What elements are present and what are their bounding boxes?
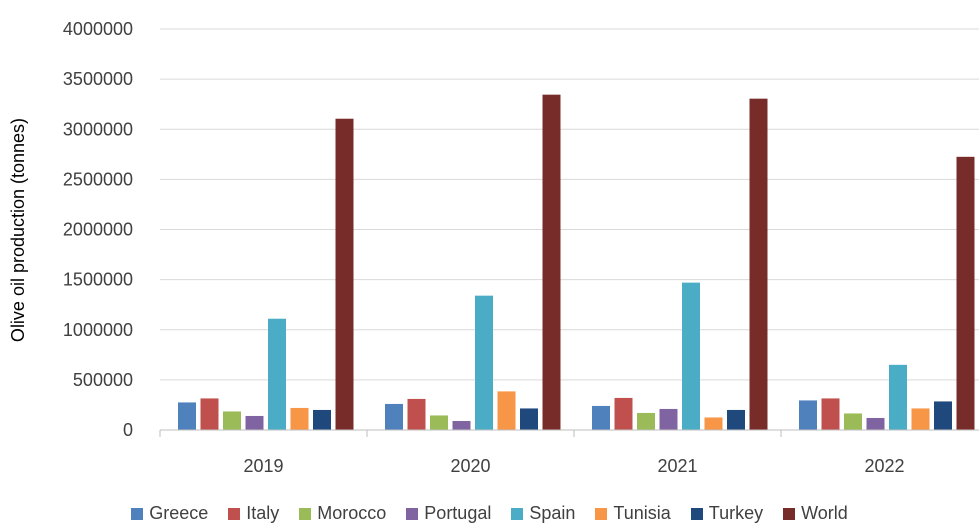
bars — [178, 94, 975, 430]
y-tick-label: 500000 — [73, 370, 133, 390]
legend-item-turkey: Turkey — [690, 503, 764, 524]
legend: Greece Italy Morocco Portugal Spain Tunisia Tu… — [0, 500, 979, 527]
legend-item-greece: Greece — [131, 503, 208, 524]
bar-italy-2021 — [614, 397, 633, 430]
legend-item-morocco: Morocco — [299, 503, 386, 524]
x-tick-label: 2020 — [450, 456, 490, 476]
legend-label: Morocco — [317, 503, 387, 523]
bar-greece-2019 — [178, 402, 196, 430]
legend-swatch — [511, 507, 524, 520]
bar-morocco-2022 — [844, 413, 862, 430]
y-tick-label: 3000000 — [63, 119, 133, 139]
legend-swatch — [406, 507, 419, 520]
bar-tunisia-2019 — [290, 407, 309, 430]
bar-world-2020 — [542, 94, 561, 430]
bar-world-2019 — [335, 118, 354, 430]
y-tick-label: 2500000 — [63, 169, 133, 189]
y-tick-label: 2000000 — [63, 220, 133, 240]
bar-portugal-2021 — [659, 408, 678, 430]
bar-tunisia-2020 — [497, 391, 516, 430]
legend-label: Greece — [149, 503, 209, 523]
bar-portugal-2019 — [245, 415, 264, 430]
legend-label: Spain — [529, 503, 576, 523]
bar-portugal-2020 — [452, 420, 471, 430]
bar-spain-2022 — [889, 364, 907, 430]
bar-italy-2019 — [200, 398, 219, 430]
bar-spain-2019 — [268, 318, 286, 430]
bar-italy-2020 — [407, 398, 426, 430]
legend-swatch — [783, 507, 796, 520]
legend-item-portugal: Portugal — [406, 503, 491, 524]
legend-swatch — [595, 507, 608, 520]
bar-chart: 0 500000 1000000 1500000 2000000 2500000 30000… — [8, 19, 979, 476]
bar-tunisia-2021 — [704, 417, 723, 430]
legend-item-italy: Italy — [228, 503, 279, 524]
legend-swatch — [690, 507, 703, 520]
bar-portugal-2022 — [866, 417, 885, 430]
legend-swatch — [228, 507, 241, 520]
legend-label: Turkey — [708, 503, 764, 523]
legend-label: Portugal — [424, 503, 492, 523]
bar-greece-2020 — [385, 403, 403, 430]
y-tick-label: 3500000 — [63, 69, 133, 89]
legend-item-world: World — [783, 503, 848, 524]
legend-label: World — [801, 503, 848, 523]
gridlines — [160, 28, 979, 381]
y-axis-label: Olive oil production (tonnes) — [8, 118, 28, 342]
bar-greece-2021 — [592, 405, 610, 430]
bar-spain-2021 — [682, 282, 700, 430]
bar-turkey-2020 — [520, 408, 538, 430]
legend-swatch — [131, 507, 144, 520]
bar-turkey-2022 — [934, 401, 952, 430]
bar-italy-2022 — [821, 398, 840, 430]
bar-spain-2020 — [475, 295, 493, 430]
legend-label: Tunisia — [613, 503, 671, 523]
bar-morocco-2019 — [223, 411, 241, 430]
x-tick-label: 2022 — [864, 456, 904, 476]
bar-world-2021 — [749, 98, 768, 430]
y-tick-label: 1500000 — [63, 270, 133, 290]
bar-tunisia-2022 — [911, 408, 930, 430]
x-axis: 2019 2020 2021 2022 — [159, 429, 979, 476]
x-tick-label: 2019 — [243, 456, 283, 476]
x-tick-label: 2021 — [657, 456, 697, 476]
legend-swatch — [299, 507, 312, 520]
y-tick-label: 4000000 — [63, 19, 133, 39]
bar-morocco-2020 — [430, 415, 448, 430]
y-axis-ticks: 0 500000 1000000 1500000 2000000 2500000 30000… — [63, 19, 133, 440]
bar-turkey-2021 — [727, 409, 745, 430]
legend-label: Italy — [246, 503, 280, 523]
y-tick-label: 0 — [123, 420, 133, 440]
bar-morocco-2021 — [637, 412, 655, 430]
y-tick-label: 1000000 — [63, 320, 133, 340]
legend-item-spain: Spain — [511, 503, 575, 524]
legend-item-tunisia: Tunisia — [595, 503, 671, 524]
bar-turkey-2019 — [313, 409, 331, 430]
bar-greece-2022 — [799, 400, 817, 430]
bar-world-2022 — [956, 156, 975, 430]
